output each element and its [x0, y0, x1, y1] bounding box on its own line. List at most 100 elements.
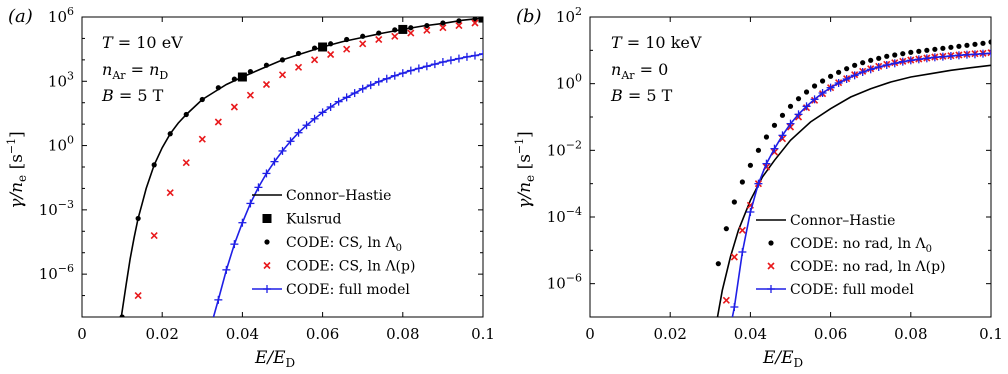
data-point	[946, 52, 955, 60]
data-point	[391, 32, 399, 40]
data-point	[747, 162, 754, 168]
data-point	[359, 40, 367, 48]
panel-b-label: (b)	[516, 6, 542, 27]
data-point	[182, 159, 190, 167]
data-point	[311, 56, 319, 64]
series-line-plus-4	[212, 49, 483, 317]
data-point	[366, 81, 375, 90]
data-point	[398, 24, 408, 34]
data-point	[150, 232, 158, 240]
x-tick-label: 0.1	[471, 325, 495, 343]
data-point	[930, 53, 939, 62]
svg-text:γ/ne [s−1]: γ/ne [s−1]	[5, 131, 29, 209]
panel-a-axes: 0 0.02 0.04 0.06 0.08 0.1 10−6 10−3 100 103 106	[39, 5, 495, 343]
legend-label: CODE: no rad, ln Λ0	[790, 236, 932, 255]
data-point	[844, 66, 850, 72]
panel-a-plot-area	[119, 17, 483, 317]
legend-entry: CODE: CS, ln Λ0	[264, 235, 402, 254]
data-point	[262, 169, 271, 178]
data-point	[868, 57, 874, 63]
legend-label: Kulsrud	[286, 212, 342, 228]
panel-b-frame	[589, 16, 992, 318]
data-point	[263, 62, 270, 68]
data-point	[231, 76, 237, 82]
data-point	[987, 49, 991, 58]
data-point	[135, 215, 141, 222]
data-point	[167, 131, 173, 137]
data-point	[852, 62, 858, 68]
panel-a-ylabel: γ/ne [s−1]	[5, 131, 29, 209]
data-point	[374, 77, 383, 86]
data-point	[471, 19, 479, 27]
data-point	[754, 179, 763, 188]
data-point	[755, 147, 762, 153]
data-point	[310, 114, 319, 123]
data-point	[794, 110, 803, 119]
x-tick-label: 0	[585, 325, 595, 343]
data-point	[183, 111, 189, 118]
data-point	[940, 45, 946, 51]
data-point	[119, 314, 125, 317]
data-point	[328, 41, 334, 47]
data-point	[746, 208, 755, 216]
series-line-0	[716, 64, 991, 317]
y-tick-label: 10−2	[547, 138, 582, 159]
data-point	[472, 17, 478, 22]
data-point	[906, 56, 915, 65]
data-point	[342, 93, 351, 102]
data-point	[828, 73, 834, 79]
data-point	[407, 29, 415, 37]
legend-entry: CODE: full model	[756, 282, 914, 298]
svg-text:E/ED: E/ED	[254, 348, 295, 370]
x-tick-label: 0	[77, 325, 87, 343]
legend-swatch-marker	[264, 239, 270, 245]
data-point	[294, 63, 303, 71]
data-point	[978, 49, 987, 58]
data-point	[731, 199, 737, 205]
data-point	[924, 47, 930, 53]
data-point	[350, 89, 359, 98]
data-point	[876, 55, 882, 61]
panel-b-annotation-temperature: T = 10 keV	[611, 33, 702, 52]
data-point	[810, 95, 819, 104]
x-tick-label: 0.04	[734, 325, 767, 343]
data-point	[771, 122, 778, 128]
panel-b-annotations: T = 10 keV nAr = 0 B = 5 T	[610, 33, 702, 105]
panel-b-ylabel: γ/ne [s−1]	[513, 131, 537, 209]
data-point	[882, 61, 891, 69]
panel-b-xlabel: E/ED	[762, 348, 803, 370]
data-point	[763, 134, 770, 140]
data-point	[715, 261, 721, 267]
panel-a: (a) T = 10 eV nAr = nD B = 5 T E/ED γ/ne…	[5, 5, 495, 370]
data-point	[430, 60, 439, 69]
data-point	[836, 69, 842, 75]
legend-label: Connor–Hastie	[286, 188, 391, 204]
x-tick-label: 0.06	[306, 325, 339, 343]
data-point	[454, 54, 463, 63]
data-point	[842, 75, 851, 83]
data-point	[462, 52, 471, 61]
data-point	[730, 303, 739, 311]
data-point	[422, 62, 431, 71]
panel-a-annotations: T = 10 eV nAr = nD B = 5 T	[101, 33, 183, 105]
data-point	[874, 63, 883, 71]
series-line	[212, 53, 483, 317]
data-point	[151, 162, 157, 168]
y-tick-label: 10−6	[547, 272, 582, 293]
data-point	[818, 89, 827, 97]
data-point	[166, 189, 174, 197]
legend-label: CODE: full model	[286, 282, 410, 298]
legend-swatch-marker	[263, 261, 271, 270]
data-point	[214, 118, 222, 126]
data-point	[908, 49, 914, 55]
data-point	[408, 25, 414, 31]
panel-b-plot-area	[715, 39, 991, 317]
legend-swatch-marker	[262, 214, 272, 223]
data-point	[343, 45, 351, 53]
data-point	[237, 72, 247, 82]
panel-a-annotation-density: nAr = nD	[102, 60, 168, 82]
data-point	[819, 78, 826, 84]
data-point	[326, 103, 335, 111]
data-point	[779, 112, 786, 118]
